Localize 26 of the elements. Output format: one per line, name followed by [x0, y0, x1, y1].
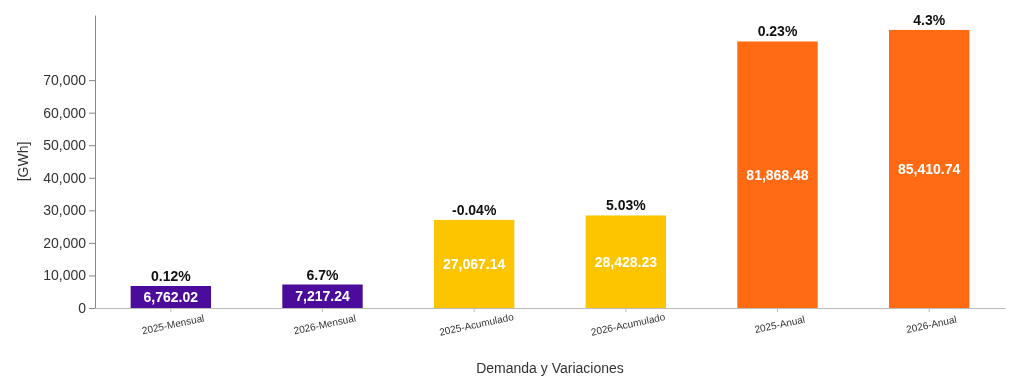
data-label: 6,762.02	[143, 288, 199, 305]
annotation: 4.3%	[913, 11, 946, 28]
annotation: 6.7%	[306, 266, 339, 283]
bar	[433, 219, 515, 308]
bar	[737, 41, 818, 308]
y-axis-title: [GWh]	[15, 141, 31, 182]
annotation: -0.04%	[451, 201, 497, 218]
x-axis-title: Demanda y Variaciones	[476, 360, 624, 376]
y-tick-label: 10,000	[43, 267, 87, 284]
data-label: 27,067.14	[443, 255, 506, 272]
data-label: 81,868.48	[746, 166, 809, 183]
annotation: 0.23%	[757, 23, 798, 40]
y-tick-label: 60,000	[43, 104, 87, 121]
data-label: 28,428.23	[594, 253, 658, 270]
y-tick-label: 0	[78, 299, 87, 316]
bar	[585, 215, 667, 308]
annotation: 5.03%	[605, 197, 647, 214]
y-tick-label: 30,000	[43, 202, 87, 219]
y-tick-label: 70,000	[43, 72, 87, 89]
annotation: 0.12%	[150, 267, 192, 284]
data-label: 7,217.24	[295, 288, 350, 305]
y-tick-label: 50,000	[43, 137, 87, 154]
data-label: 85,410.74	[898, 160, 961, 177]
y-tick-label: 20,000	[43, 234, 87, 251]
y-tick-label: 40,000	[43, 169, 87, 186]
bar	[888, 29, 970, 308]
